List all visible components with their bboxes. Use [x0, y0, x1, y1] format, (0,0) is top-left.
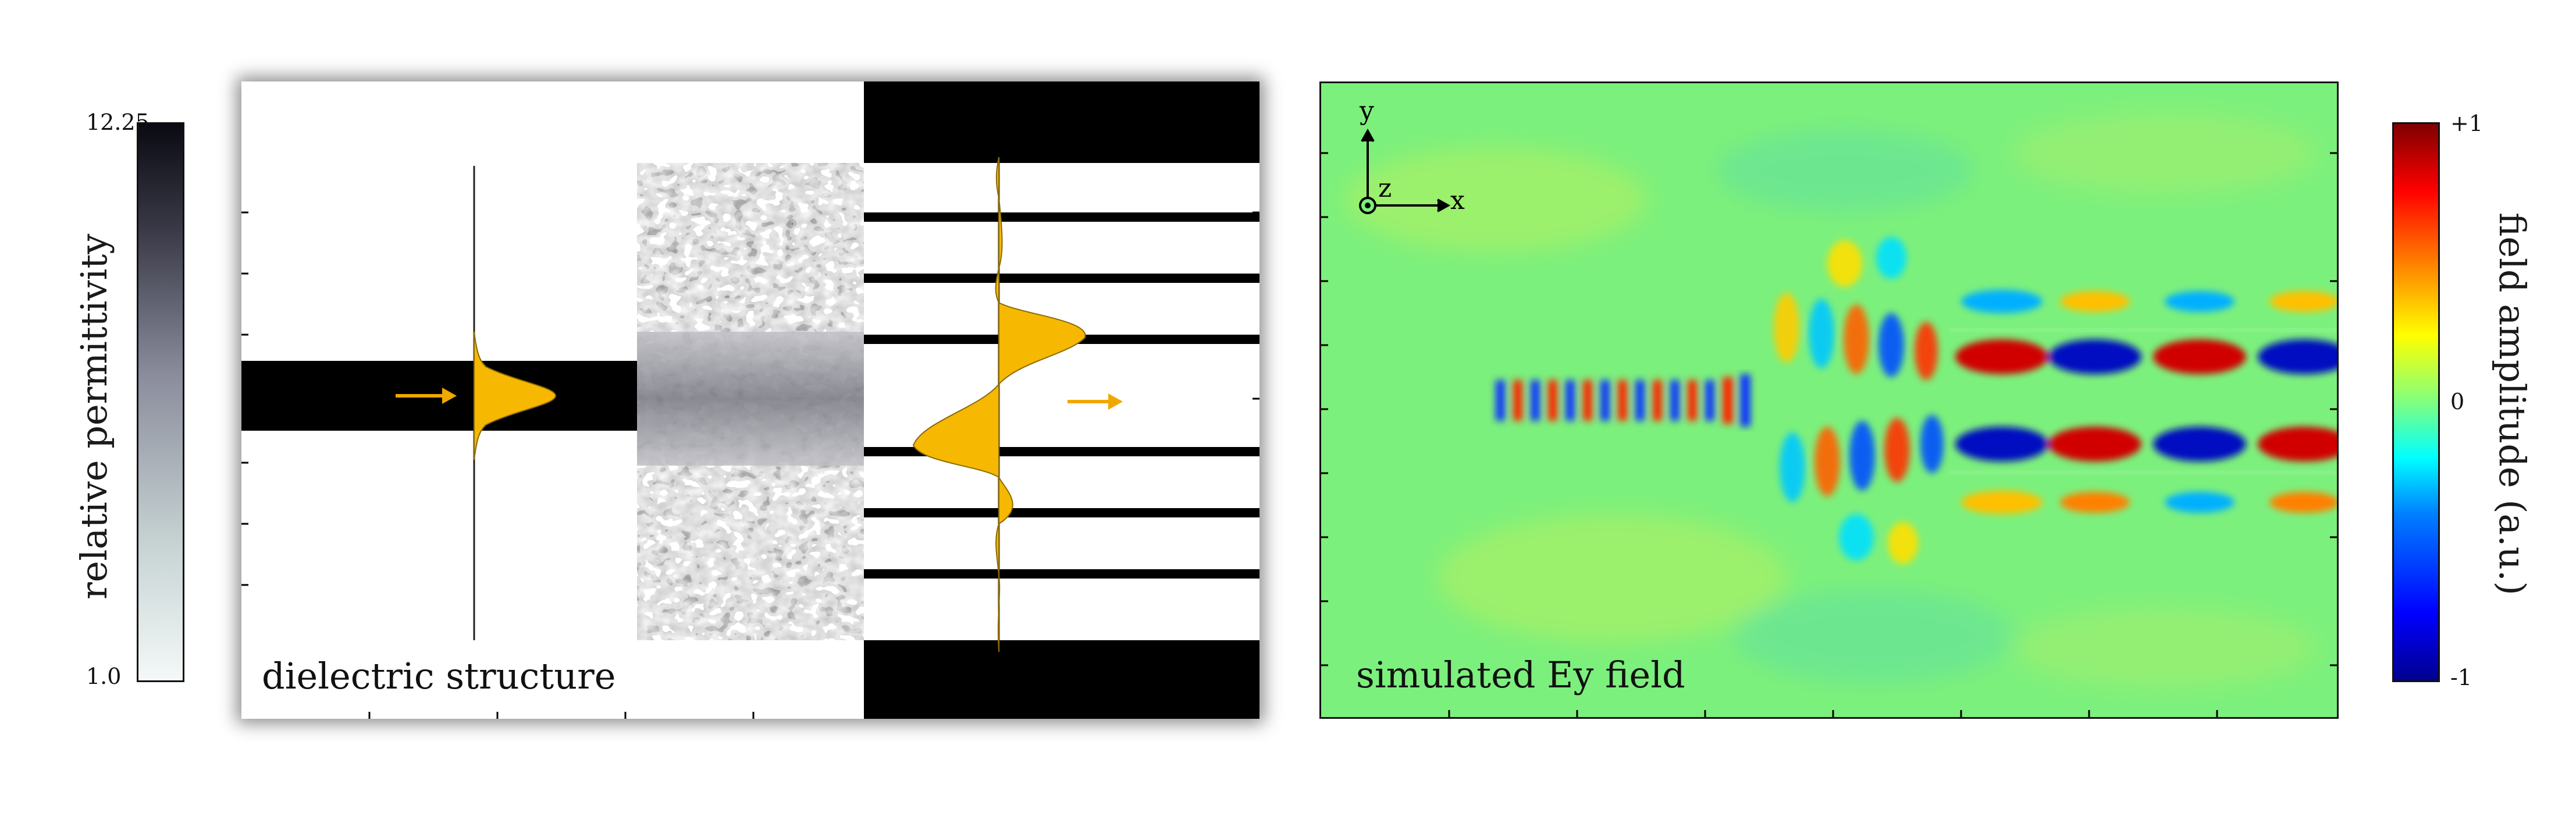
structure-caption: dielectric structure	[262, 655, 616, 697]
structure-panel: dielectric structure	[241, 81, 1259, 719]
field-caption: simulated Ey field	[1356, 654, 1685, 696]
output-field-modes	[1955, 290, 2337, 514]
design-region	[637, 163, 864, 640]
structure-drawing	[241, 81, 1259, 719]
output-waveguide-array	[864, 81, 1259, 719]
input-field-oscillation	[1496, 374, 1750, 427]
field-min-label: -1	[2450, 665, 2472, 690]
output-waveguide-outlines	[1949, 328, 2337, 475]
axis-y-label: y	[1360, 96, 1374, 126]
field-mid-label: 0	[2450, 389, 2465, 414]
permittivity-max-label: 12.25	[86, 109, 150, 135]
field-max-label: +1	[2450, 111, 2484, 136]
axes-indicator	[1359, 128, 1451, 214]
axis-x-label: x	[1450, 186, 1465, 215]
output-mode-profile	[912, 157, 1086, 652]
axis-z-label: z	[1378, 173, 1392, 203]
field-colorbar-title: field amplitude (a.u.)	[2491, 212, 2534, 595]
output-arrow	[1068, 393, 1123, 410]
field-panel: y z x simulated Ey field	[1319, 81, 2339, 719]
permittivity-min-label: 1.0	[86, 664, 122, 689]
permittivity-colorbar-title: relative permittivity	[73, 233, 115, 599]
design-region-field	[1774, 237, 1944, 564]
input-mode-profile	[474, 331, 557, 460]
permittivity-colorbar	[137, 122, 184, 682]
field-colorbar	[2392, 122, 2440, 682]
field-map	[1321, 83, 2337, 717]
input-arrow	[396, 388, 457, 404]
